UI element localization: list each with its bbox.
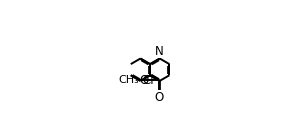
Text: CH₃: CH₃ bbox=[118, 75, 139, 85]
Text: N: N bbox=[155, 45, 164, 58]
Text: O: O bbox=[140, 74, 149, 87]
Text: Cl: Cl bbox=[142, 74, 154, 87]
Text: O: O bbox=[154, 91, 164, 104]
